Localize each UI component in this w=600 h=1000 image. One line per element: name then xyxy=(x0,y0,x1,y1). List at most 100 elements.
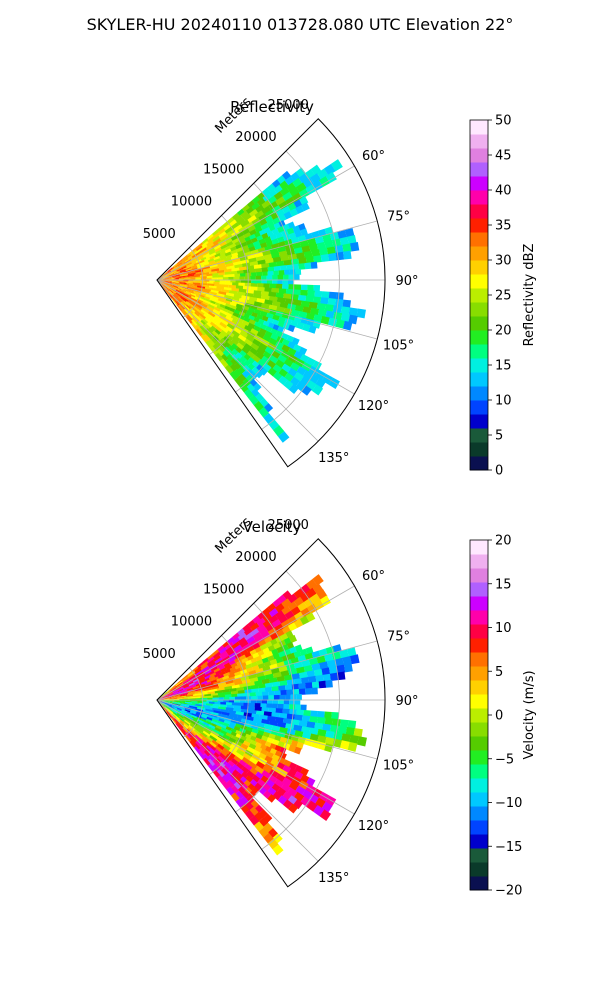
colorbar-segment xyxy=(470,246,488,261)
colorbar-tick-label: 0 xyxy=(495,709,503,724)
grid-spoke xyxy=(156,699,319,862)
colorbar-tick-label: 30 xyxy=(495,254,512,269)
colorbar-segment xyxy=(470,540,488,555)
colorbar-segment xyxy=(470,288,488,303)
panel-title: Reflectivity xyxy=(230,98,314,116)
colorbar-tick-label: 20 xyxy=(495,324,512,339)
radial-tick-label: 15000 xyxy=(203,162,244,177)
colorbar-segment xyxy=(470,442,488,457)
colorbar-tick-label: −5 xyxy=(495,752,514,767)
colorbar-segment xyxy=(470,848,488,863)
colorbar: 0 5 10 15 20 25 30 35 40 45 50 Reflectivity dBZ xyxy=(469,114,537,479)
grid-spoke xyxy=(156,165,355,281)
colorbar-segment xyxy=(470,400,488,415)
colorbar-segment xyxy=(470,666,488,681)
colorbar-segment xyxy=(470,596,488,611)
colorbar-segment xyxy=(470,876,488,891)
colorbar-label: Velocity (m/s) xyxy=(522,670,537,759)
colorbar-segment xyxy=(470,120,488,135)
grid-ring xyxy=(182,247,203,318)
azimuth-tick-label: 135° xyxy=(318,451,349,466)
colorbar-segment xyxy=(470,372,488,387)
colorbar-tick-label: 25 xyxy=(495,289,512,304)
colorbar-segment xyxy=(470,190,488,205)
colorbar-label: Reflectivity dBZ xyxy=(522,244,537,347)
colorbar-tick-label: −10 xyxy=(495,796,522,811)
colorbar-segment xyxy=(470,162,488,177)
colorbar-tick-label: 20 xyxy=(495,534,512,549)
colorbar-segment xyxy=(470,638,488,653)
polar-frame xyxy=(156,118,386,468)
colorbar-segment xyxy=(470,358,488,373)
azimuth-tick-label: 90° xyxy=(395,274,418,289)
colorbar-tick-label: 50 xyxy=(495,114,512,129)
grid-spoke xyxy=(156,279,319,442)
radial-tick-label: 20000 xyxy=(235,130,276,145)
colorbar-segment xyxy=(470,764,488,779)
grid-spoke xyxy=(156,699,355,815)
azimuth-tick-label: 90° xyxy=(395,694,418,709)
grid-ring xyxy=(235,182,295,393)
colorbar-segment xyxy=(470,344,488,359)
colorbar-segment xyxy=(470,834,488,849)
polar-panel-1: Reflectivity500010000150002000025000Mete… xyxy=(143,94,537,478)
colorbar-segment xyxy=(470,554,488,569)
panel-title: Velocity xyxy=(243,518,302,536)
azimuth-tick-label: 75° xyxy=(387,209,410,224)
azimuth-tick-label: 60° xyxy=(362,569,385,584)
colorbar-tick-label: 35 xyxy=(495,219,512,234)
colorbar-segment xyxy=(470,582,488,597)
colorbar-segment xyxy=(470,652,488,667)
azimuth-tick-label: 60° xyxy=(362,149,385,164)
colorbar-tick-label: 40 xyxy=(495,184,512,199)
colorbar-tick-label: −15 xyxy=(495,840,522,855)
colorbar-segment xyxy=(470,680,488,695)
colorbar-segment xyxy=(470,610,488,625)
grid-ring xyxy=(261,570,340,850)
azimuth-tick-label: 75° xyxy=(387,629,410,644)
colorbar-segment xyxy=(470,778,488,793)
radial-tick-label: 5000 xyxy=(143,227,176,242)
colorbar-segment xyxy=(470,792,488,807)
colorbar-segment xyxy=(470,176,488,191)
grid-ring xyxy=(261,150,340,430)
radial-tick-label: 25000 xyxy=(268,518,309,533)
grid-spoke xyxy=(156,699,378,760)
radial-tick-label: 15000 xyxy=(203,582,244,597)
colorbar-segment xyxy=(470,134,488,149)
radial-tick-label: 10000 xyxy=(171,615,212,630)
grid-spoke xyxy=(156,220,378,281)
radial-tick-label: 25000 xyxy=(268,98,309,113)
colorbar-tick-label: 5 xyxy=(495,665,503,680)
azimuth-tick-label: 135° xyxy=(318,871,349,886)
colorbar-segment xyxy=(470,274,488,289)
colorbar-tick-label: 15 xyxy=(495,359,512,374)
colorbar-segment xyxy=(470,456,488,471)
colorbar-tick-label: 45 xyxy=(495,149,512,164)
colorbar-tick-label: −20 xyxy=(495,884,522,899)
colorbar-segment xyxy=(470,260,488,275)
grid-spoke xyxy=(156,279,378,340)
grid-spoke xyxy=(156,640,378,701)
radial-tick-label: 5000 xyxy=(143,647,176,662)
colorbar-segment xyxy=(470,302,488,317)
grid-ring xyxy=(182,667,203,738)
azimuth-tick-label: 105° xyxy=(383,759,414,774)
colorbar-segment xyxy=(470,722,488,737)
colorbar-segment xyxy=(470,204,488,219)
radial-tick-label: 10000 xyxy=(171,195,212,210)
azimuth-tick-label: 105° xyxy=(383,339,414,354)
grid-ring xyxy=(235,602,295,813)
colorbar-segment xyxy=(470,218,488,233)
colorbar-tick-label: 0 xyxy=(495,464,503,479)
azimuth-tick-label: 120° xyxy=(358,399,389,414)
colorbar-segment xyxy=(470,736,488,751)
grid-spoke xyxy=(156,585,355,701)
radial-tick-label: 20000 xyxy=(235,550,276,565)
polar-frame xyxy=(156,538,386,888)
colorbar-segment xyxy=(470,330,488,345)
colorbar-segment xyxy=(470,148,488,163)
grid-ring xyxy=(209,215,249,356)
colorbar-segment xyxy=(470,750,488,765)
